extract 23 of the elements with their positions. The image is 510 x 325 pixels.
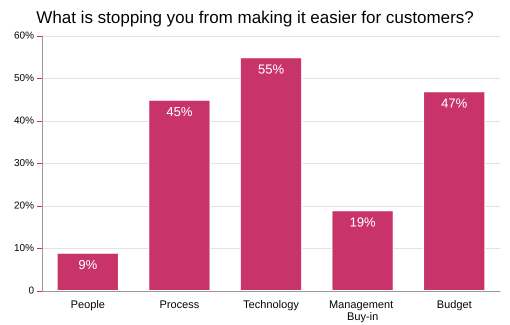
bar	[423, 91, 486, 291]
data-label: 9%	[78, 256, 98, 272]
bar	[56, 252, 119, 291]
y-tick-label: 50%	[14, 73, 34, 84]
data-label: 55%	[258, 61, 284, 76]
x-tick-label: Budget	[436, 299, 472, 311]
bar	[240, 57, 302, 291]
chart-title: What is stopping you from making it easier for customers?	[36, 8, 474, 27]
y-tick-label: 40%	[14, 116, 34, 126]
y-tick-label: 10%	[14, 243, 34, 254]
data-label: 19%	[350, 214, 376, 230]
data-label: 47%	[441, 95, 468, 110]
x-tick-label: Process	[160, 299, 200, 311]
data-label: 45%	[166, 104, 193, 119]
y-tick-label: 60%	[14, 30, 34, 42]
y-tick-label: 0	[28, 286, 34, 296]
bar	[331, 210, 394, 291]
x-tick-label: Management Buy-in	[328, 299, 396, 323]
y-tick-label: 30%	[14, 158, 34, 169]
x-tick-label: People	[70, 299, 105, 311]
x-tick-label: Technology	[243, 299, 300, 311]
y-tick-label: 20%	[14, 200, 34, 212]
bar	[148, 100, 211, 291]
